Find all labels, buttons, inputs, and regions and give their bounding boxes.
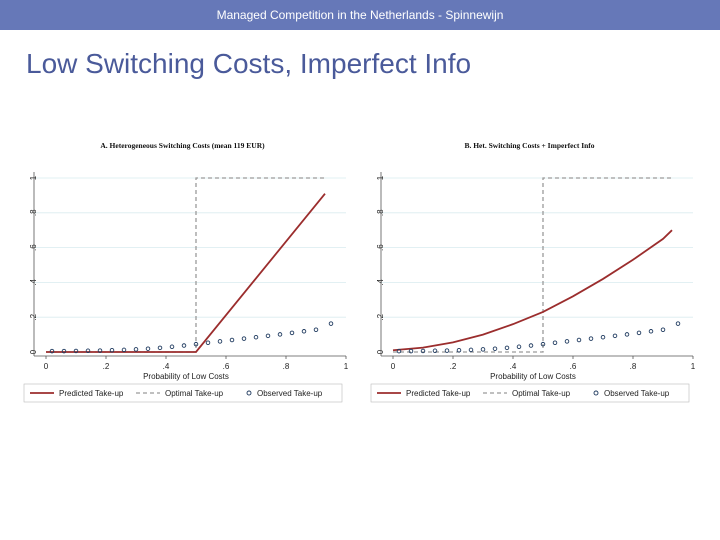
- chart-b-observed-point: [552, 340, 558, 346]
- chart-b-optimal-line: [393, 177, 672, 353]
- slide-title: Low Switching Costs, Imperfect Info: [26, 48, 472, 79]
- chart-a-observed-point: [121, 347, 127, 353]
- chart-b-legend-observed-label: Observed Take-up: [604, 389, 670, 398]
- chart-b-observed-point: [432, 348, 438, 354]
- chart-b-title: B. Het. Switching Costs + Imperfect Info: [464, 141, 594, 150]
- chart-a-legend-observed-swatch: [246, 390, 252, 396]
- chart-b-observed-point: [420, 348, 426, 354]
- chart-a-observed-point: [169, 344, 175, 350]
- chart-a-observed-point: [181, 343, 187, 348]
- chart-b-xtick-label: .2: [450, 362, 457, 371]
- chart-a-observed-point: [205, 340, 211, 346]
- chart-a-plot-area: [28, 170, 352, 360]
- chart-b-observed-point: [480, 347, 486, 352]
- chart-b-observed-point: [492, 346, 498, 351]
- chart-a-observed-point: [109, 348, 115, 353]
- chart-b-observed-point: [540, 341, 546, 347]
- chart-b-observed-point: [576, 337, 582, 343]
- chart-b-observed-point: [408, 348, 414, 354]
- chart-b-legend-observed-swatch: [593, 390, 599, 396]
- chart-a-observed-point: [313, 327, 319, 332]
- chart-a-observed-point: [289, 330, 295, 336]
- chart-a-observed-point: [73, 348, 79, 354]
- chart-panel-a: A. Heterogeneous Switching Costs (mean 1…: [10, 128, 355, 413]
- chart-b-plot-area: [375, 170, 699, 360]
- chart-b-xlabel: Probability of Low Costs: [490, 372, 576, 381]
- chart-b-observed-point: [600, 334, 606, 340]
- chart-a-observed-point: [241, 336, 247, 341]
- chart-b-observed-point: [624, 332, 630, 337]
- chart-a-observed-point: [229, 337, 235, 343]
- header-bar: Managed Competition in the Netherlands -…: [0, 0, 720, 30]
- chart-b-observed-point: [504, 345, 510, 351]
- chart-a-observed-point: [61, 348, 67, 354]
- chart-a-svg: A. Heterogeneous Switching Costs (mean 1…: [10, 128, 355, 410]
- chart-b-observed-point: [468, 347, 474, 353]
- chart-a-xlabel: Probability of Low Costs: [143, 372, 229, 381]
- chart-a-legend-predicted-label: Predicted Take-up: [59, 389, 124, 398]
- chart-b-legend-predicted-label: Predicted Take-up: [406, 389, 471, 398]
- chart-a-optimal-line: [46, 177, 325, 353]
- chart-a-observed-point: [301, 329, 307, 334]
- chart-b-observed-point: [588, 336, 594, 341]
- chart-b-xtick-label: .6: [570, 362, 577, 371]
- chart-a-observed-point: [49, 348, 55, 354]
- chart-a-observed-point: [85, 348, 91, 354]
- chart-a-xtick-label: 1: [344, 362, 349, 371]
- chart-b-observed-point: [456, 348, 462, 353]
- chart-a-title: A. Heterogeneous Switching Costs (mean 1…: [100, 141, 265, 150]
- chart-b-observed-point: [648, 329, 654, 334]
- chart-a-observed-point: [328, 321, 334, 326]
- chart-a-legend-observed-label: Observed Take-up: [257, 389, 323, 398]
- chart-b-observed-point: [660, 327, 666, 332]
- chart-a-observed-point: [253, 334, 259, 340]
- chart-b-observed-point: [612, 333, 618, 339]
- chart-a-legend-optimal-label: Optimal Take-up: [165, 389, 224, 398]
- chart-panel-b: B. Het. Switching Costs + Imperfect Info…: [357, 128, 702, 413]
- chart-b-predicted-line: [392, 229, 673, 352]
- chart-a-observed-point: [265, 333, 271, 339]
- chart-b-observed-point: [675, 321, 681, 326]
- chart-a-observed-point: [97, 348, 103, 353]
- chart-b-legend-optimal-label: Optimal Take-up: [512, 389, 571, 398]
- chart-a-predicted-line: [46, 193, 326, 353]
- chart-a-legend-box: [23, 383, 343, 403]
- chart-a-xtick-label: .4: [163, 362, 170, 371]
- chart-a-observed-point: [157, 345, 163, 351]
- chart-b-xtick-label: .8: [630, 362, 637, 371]
- chart-b-xtick-label: 0: [391, 362, 396, 371]
- chart-a-xtick-label: .6: [223, 362, 230, 371]
- chart-a-xtick-label: .2: [103, 362, 110, 371]
- chart-b-observed-point: [396, 348, 402, 354]
- chart-b-legend-box: [370, 383, 690, 403]
- chart-b-svg: B. Het. Switching Costs + Imperfect Info…: [357, 128, 702, 410]
- chart-b-observed-point: [516, 344, 522, 350]
- chart-a-observed-point: [133, 347, 139, 352]
- header-text: Managed Competition in the Netherlands -…: [216, 8, 504, 22]
- chart-a-observed-point: [277, 332, 283, 337]
- chart-a-xtick-label: .8: [283, 362, 290, 371]
- chart-a-observed-point: [193, 341, 199, 347]
- chart-b-xtick-label: 1: [691, 362, 696, 371]
- chart-b-xtick-label: .4: [510, 362, 517, 371]
- chart-b-observed-point: [444, 348, 450, 353]
- chart-a-observed-point: [217, 339, 223, 344]
- chart-b-observed-point: [528, 343, 534, 348]
- chart-a-xtick-label: 0: [44, 362, 49, 371]
- chart-b-observed-point: [564, 339, 570, 344]
- chart-a-observed-point: [145, 346, 151, 351]
- chart-b-observed-point: [636, 330, 642, 336]
